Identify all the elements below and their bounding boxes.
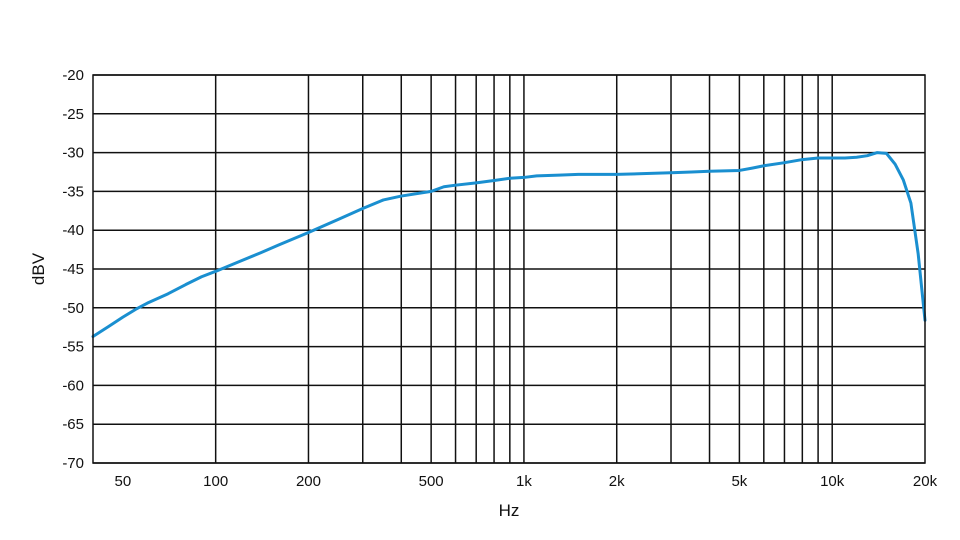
y-tick-label: -55 bbox=[62, 339, 84, 356]
y-tick-labels: -20 -25 -30 -35 -40 -45 -50 -55 -60 -65 -70 bbox=[62, 67, 84, 472]
x-tick-label: 500 bbox=[419, 473, 444, 490]
y-tick-label: -50 bbox=[62, 300, 84, 317]
x-tick-label: 2k bbox=[609, 473, 625, 490]
plot-border bbox=[92, 74, 926, 464]
y-tick-label: -70 bbox=[62, 455, 84, 472]
response-curve-line bbox=[91, 151, 927, 339]
y-tick-label: -25 bbox=[62, 106, 84, 123]
x-tick-label: 200 bbox=[296, 473, 321, 490]
y-tick-label: -45 bbox=[62, 261, 84, 278]
y-tick-label: -60 bbox=[62, 377, 84, 394]
x-tick-label: 10k bbox=[820, 473, 845, 490]
x-axis-title: Hz bbox=[499, 501, 520, 520]
x-tick-label: 5k bbox=[731, 473, 747, 490]
y-tick-label: -35 bbox=[62, 183, 84, 200]
x-tick-label: 20k bbox=[913, 473, 938, 490]
plot-frame bbox=[92, 74, 926, 464]
series-layer bbox=[91, 151, 927, 339]
x-tick-label: 1k bbox=[516, 473, 532, 490]
y-axis-title: dBV bbox=[29, 252, 48, 285]
x-tick-label: 100 bbox=[203, 473, 228, 490]
y-tick-label: -20 bbox=[62, 67, 84, 84]
grid bbox=[93, 74, 925, 464]
y-tick-label: -30 bbox=[62, 145, 84, 162]
x-tick-labels: 50 100 200 500 1k 2k 5k 10k 20k bbox=[115, 473, 938, 490]
x-tick-label: 50 bbox=[115, 473, 132, 490]
y-tick-label: -40 bbox=[62, 222, 84, 239]
y-tick-label: -65 bbox=[62, 416, 84, 433]
